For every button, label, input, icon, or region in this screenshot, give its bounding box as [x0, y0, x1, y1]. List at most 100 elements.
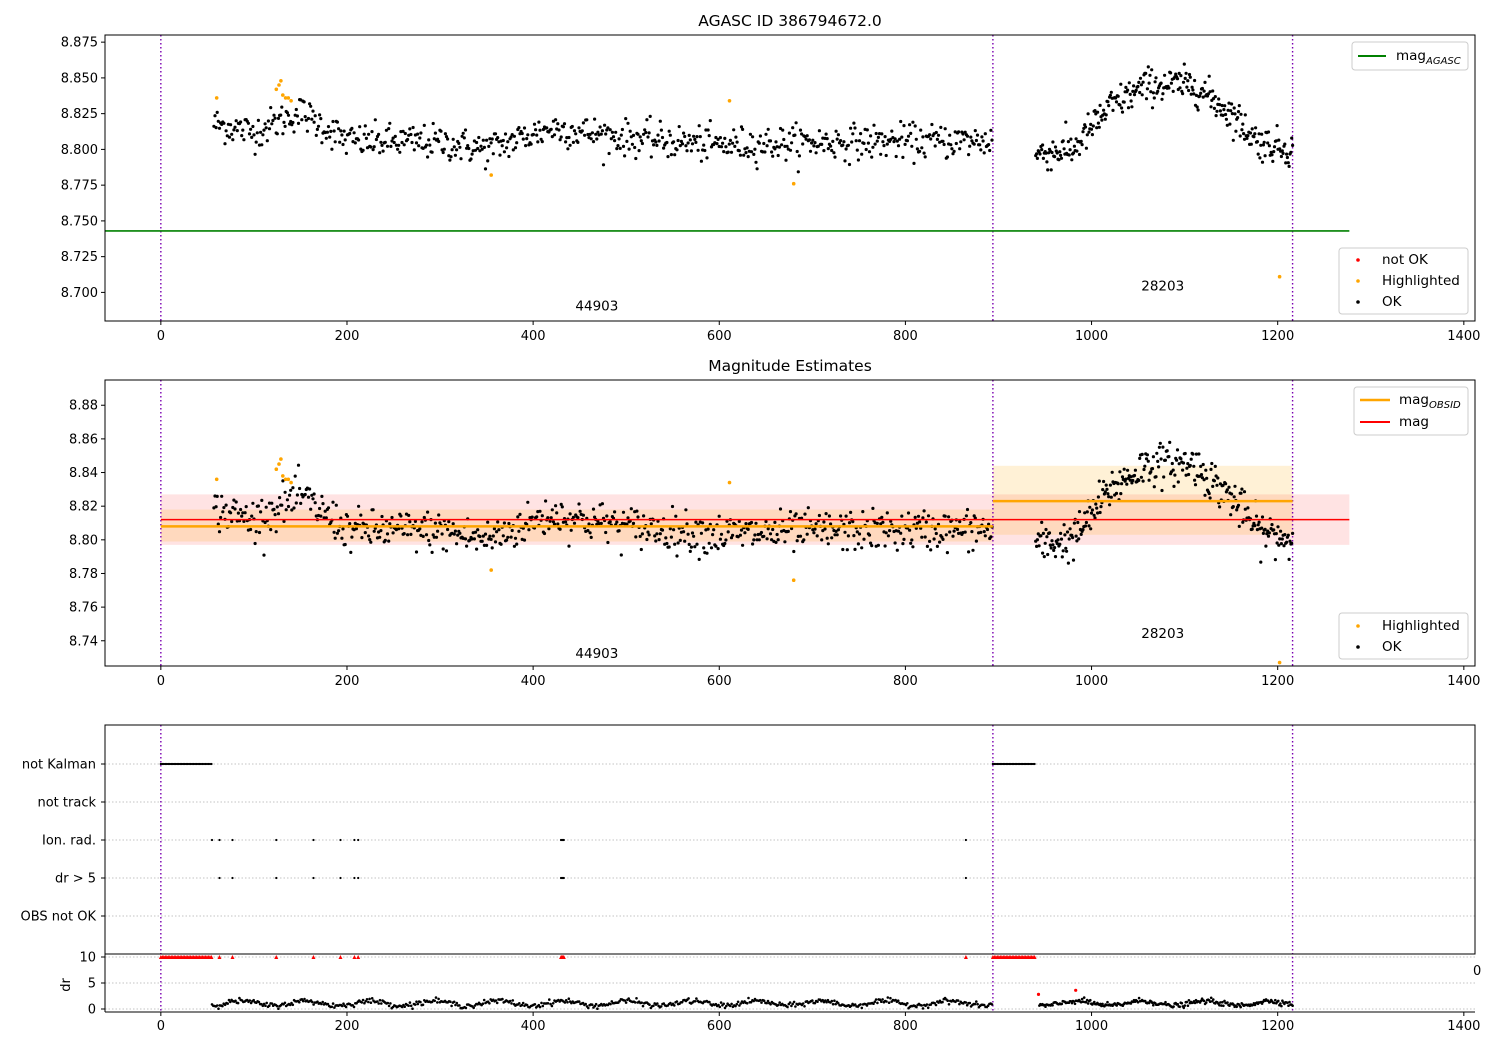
- ok-point: [757, 538, 761, 542]
- ok-point: [515, 141, 519, 145]
- ok-point: [572, 521, 577, 525]
- ok-point: [644, 130, 648, 135]
- ok-point: [1041, 156, 1045, 160]
- dr-red-point: [1074, 988, 1078, 992]
- dr-point: [1212, 998, 1215, 1001]
- ok-point: [1085, 133, 1089, 137]
- ok-point: [778, 507, 783, 511]
- ok-point: [490, 137, 494, 141]
- ok-point: [625, 139, 629, 143]
- ok-point: [241, 511, 245, 515]
- ok-point: [1151, 455, 1155, 459]
- ok-point: [1108, 503, 1112, 507]
- ok-point: [342, 129, 346, 133]
- dr-point: [333, 1006, 336, 1009]
- dr-point: [896, 999, 900, 1002]
- ok-point: [1183, 76, 1187, 80]
- highlighted-point: [727, 99, 732, 103]
- ok-point: [822, 149, 826, 153]
- ok-point: [968, 144, 972, 148]
- ok-point: [568, 512, 572, 516]
- ok-point: [604, 132, 608, 136]
- ok-point: [419, 131, 423, 135]
- highlighted-point: [281, 93, 285, 97]
- ok-point: [389, 144, 393, 148]
- ok-point: [1151, 91, 1155, 95]
- ok-point: [463, 128, 468, 132]
- ok-point: [845, 548, 849, 552]
- ok-point: [1257, 132, 1261, 136]
- ok-point: [526, 133, 530, 137]
- ok-point: [765, 537, 769, 541]
- ok-point: [714, 135, 718, 140]
- ok-point: [478, 149, 482, 153]
- dr-point: [872, 1002, 875, 1005]
- ok-point: [306, 116, 311, 121]
- ok-point: [839, 514, 843, 518]
- ok-point: [388, 121, 392, 125]
- ok-point: [1267, 531, 1271, 535]
- ok-point: [414, 550, 419, 554]
- ok-point: [855, 530, 859, 534]
- ok-point: [810, 141, 814, 145]
- dr-point: [765, 1001, 768, 1005]
- dr-point: [411, 1007, 414, 1010]
- ok-point: [221, 510, 225, 514]
- ok-point: [677, 125, 681, 129]
- ok-point: [667, 129, 671, 133]
- dr-point: [1172, 1005, 1175, 1008]
- ok-point: [1222, 108, 1226, 112]
- dr-y-tick-label: 10: [79, 951, 96, 966]
- ok-point: [496, 520, 500, 524]
- ok-point: [583, 133, 587, 137]
- ok-point: [751, 135, 755, 139]
- ok-point: [530, 515, 534, 519]
- ok-point: [774, 140, 778, 144]
- dr-point: [1164, 1000, 1167, 1004]
- ok-point: [902, 124, 906, 128]
- dr-point: [887, 1001, 891, 1004]
- ok-point: [1237, 524, 1241, 529]
- y-tick-label: 8.88: [69, 399, 98, 414]
- ok-point: [506, 140, 510, 144]
- ok-point: [353, 141, 357, 145]
- ok-point: [1274, 139, 1278, 143]
- dr-point: [687, 997, 690, 1000]
- ok-point: [852, 121, 856, 125]
- flag-point: [218, 838, 221, 842]
- flag-point: [353, 876, 356, 880]
- ok-point: [538, 128, 542, 132]
- ok-point: [1189, 92, 1193, 96]
- ok-point: [791, 126, 795, 130]
- ok-point: [581, 121, 586, 125]
- ok-point: [1130, 481, 1134, 485]
- ok-point: [1260, 160, 1265, 164]
- obsid-label: 44903: [575, 646, 618, 662]
- dr-point: [975, 1000, 978, 1003]
- ok-point: [675, 148, 679, 152]
- ok-point: [385, 144, 390, 148]
- ok-point: [282, 519, 286, 524]
- ok-point: [895, 139, 899, 143]
- dr-point: [717, 1003, 720, 1007]
- ok-point: [939, 125, 943, 129]
- ok-point: [491, 534, 495, 538]
- ok-point: [596, 130, 600, 134]
- dr-point: [458, 1004, 461, 1007]
- ok-point: [1186, 79, 1190, 83]
- dr-point: [758, 998, 762, 1002]
- ok-point: [1286, 161, 1290, 165]
- ok-point: [788, 510, 793, 514]
- ok-point: [1286, 533, 1290, 537]
- dr-point: [1073, 1002, 1077, 1006]
- ok-point: [1224, 117, 1228, 121]
- ok-point: [1202, 478, 1206, 482]
- ok-point: [1111, 108, 1115, 112]
- ok-point: [459, 157, 463, 161]
- ok-point: [712, 528, 716, 532]
- ok-point: [1120, 475, 1125, 479]
- ok-point: [444, 549, 449, 553]
- ok-point: [1234, 129, 1238, 133]
- ok-point: [784, 158, 788, 162]
- ok-point: [1165, 449, 1169, 453]
